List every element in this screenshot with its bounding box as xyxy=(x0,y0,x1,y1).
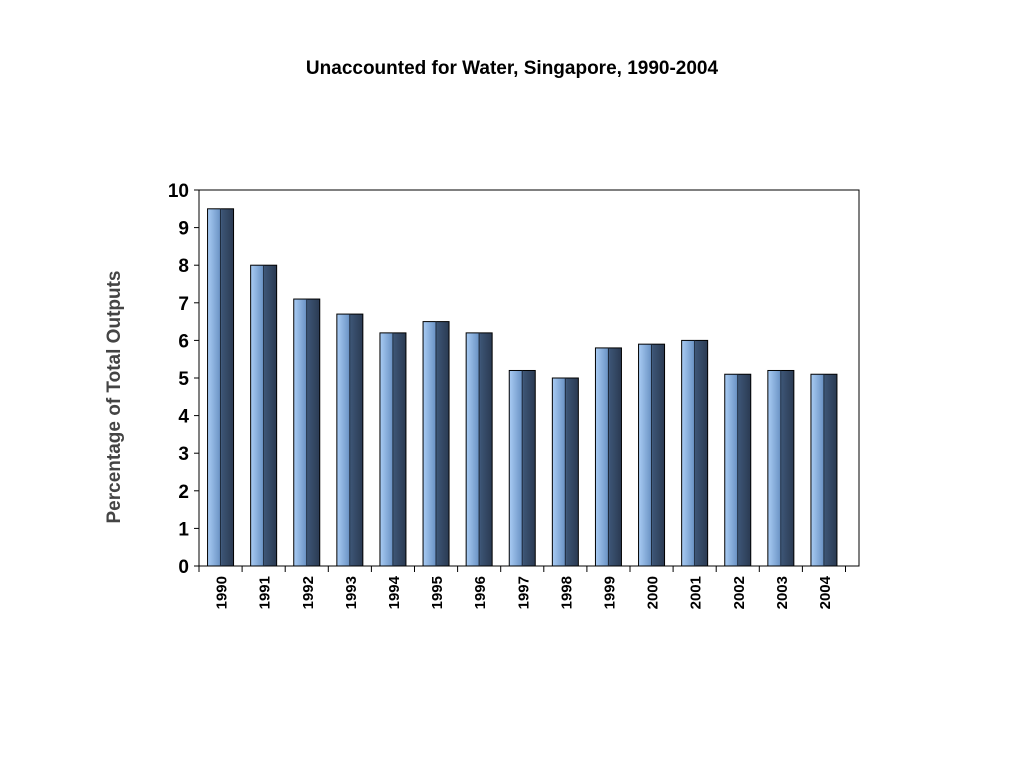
x-tick-label: 2001 xyxy=(688,576,705,609)
x-tick-label: 1994 xyxy=(386,575,403,609)
bars-group xyxy=(207,208,838,567)
y-tick-label: 7 xyxy=(178,294,189,315)
x-tick-label: 1999 xyxy=(601,576,618,609)
y-tick-label: 6 xyxy=(178,331,189,352)
x-tick-label: 2003 xyxy=(774,576,791,609)
x-tick-label: 2002 xyxy=(731,576,748,609)
chart-title: Unaccounted for Water, Singapore, 1990-2… xyxy=(305,58,719,79)
y-tick-label: 9 xyxy=(178,219,189,240)
y-tick-label: 8 xyxy=(178,256,189,277)
y-axis: 0 1 2 3 4 5 6 7 8 9 10 xyxy=(168,181,199,578)
x-tick-label: 1990 xyxy=(214,576,231,609)
x-tick-label: 1995 xyxy=(429,576,446,609)
x-tick-label: 1996 xyxy=(472,576,489,609)
y-tick-label: 10 xyxy=(168,181,189,202)
x-tick-label: 1992 xyxy=(300,576,317,609)
y-tick-label: 3 xyxy=(178,444,189,465)
y-tick-label: 4 xyxy=(178,407,189,428)
x-tick-label: 2000 xyxy=(645,576,662,609)
x-tick-label: 1991 xyxy=(257,576,274,609)
x-tick-label: 1997 xyxy=(515,576,532,609)
y-tick-label: 0 xyxy=(178,557,189,578)
x-tick-label: 1998 xyxy=(558,576,575,609)
y-tick-label: 1 xyxy=(178,519,189,540)
y-axis-title: Percentage of Total Outputs xyxy=(104,270,125,523)
x-tick-label: 1993 xyxy=(343,576,360,609)
y-tick-label: 5 xyxy=(178,369,189,390)
x-axis: 1990 1991 1992 1993 1994 1995 1996 1997 1998 1999… xyxy=(198,566,846,609)
y-tick-label: 2 xyxy=(178,482,189,503)
x-tick-label: 2004 xyxy=(817,575,834,609)
